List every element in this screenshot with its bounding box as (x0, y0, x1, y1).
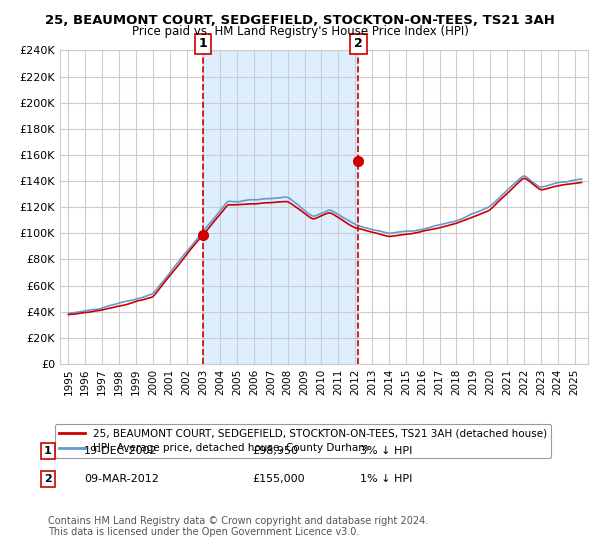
Text: 3% ↓ HPI: 3% ↓ HPI (360, 446, 412, 456)
Text: Contains HM Land Registry data © Crown copyright and database right 2024.
This d: Contains HM Land Registry data © Crown c… (48, 516, 428, 537)
Text: £98,950: £98,950 (252, 446, 298, 456)
Text: 2: 2 (44, 474, 52, 484)
Text: 2: 2 (354, 38, 363, 50)
Bar (203, 50, 358, 364)
Text: £155,000: £155,000 (252, 474, 305, 484)
Text: Price paid vs. HM Land Registry's House Price Index (HPI): Price paid vs. HM Land Registry's House … (131, 25, 469, 38)
Text: 09-MAR-2012: 09-MAR-2012 (84, 474, 159, 484)
Text: 1: 1 (44, 446, 52, 456)
Text: 1: 1 (199, 38, 207, 50)
Text: 25, BEAUMONT COURT, SEDGEFIELD, STOCKTON-ON-TEES, TS21 3AH: 25, BEAUMONT COURT, SEDGEFIELD, STOCKTON… (45, 14, 555, 27)
Text: 1% ↓ HPI: 1% ↓ HPI (360, 474, 412, 484)
Text: 19-DEC-2002: 19-DEC-2002 (84, 446, 158, 456)
Legend: 25, BEAUMONT COURT, SEDGEFIELD, STOCKTON-ON-TEES, TS21 3AH (detached house), HPI: 25, BEAUMONT COURT, SEDGEFIELD, STOCKTON… (55, 424, 551, 458)
